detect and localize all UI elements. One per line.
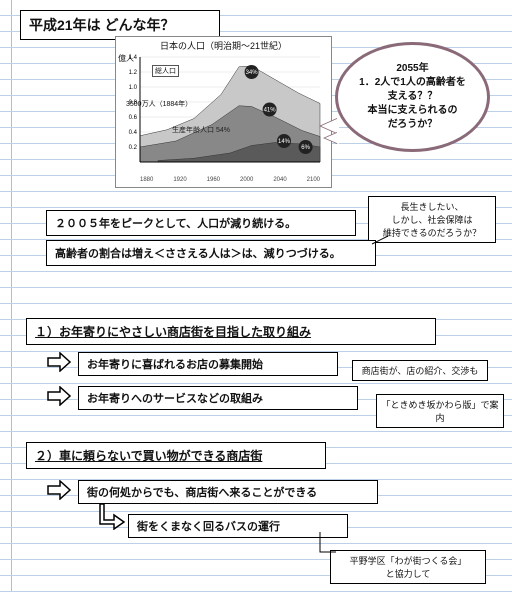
summary-bar-1: ２００５年をピークとして、人口が減り続ける。: [46, 210, 356, 236]
svg-text:6%: 6%: [301, 145, 310, 151]
chart-legend-top: 総人口: [152, 65, 179, 77]
speech-bubble-text: 2055年1．2人で1人の高齢者を支える？？本当に支えられるのだろうか？: [335, 42, 490, 152]
arrow-icon: [46, 386, 72, 409]
svg-text:1.2: 1.2: [129, 70, 138, 76]
svg-text:34%: 34%: [246, 70, 259, 76]
svg-text:1.0: 1.0: [129, 85, 138, 91]
section-1-title: １）お年寄りにやさしい商店街を目指した取り組み: [26, 318, 436, 345]
bubble-tail-icon: [325, 132, 339, 144]
elbow-arrow-icon: [98, 502, 126, 533]
svg-text:0.4: 0.4: [129, 130, 138, 136]
connector-line: [370, 234, 390, 248]
population-chart: 日本の人口（明治期～21世紀） 億人 34%41%14%6%1.41.21.00…: [115, 36, 332, 188]
s2-note: 平野学区「わが街つくる会」と協力して: [330, 550, 486, 584]
s2-item-1: 街の何処からでも、商店街へ来ることができる: [78, 480, 378, 504]
chart-title: 日本の人口（明治期～21世紀）: [116, 39, 331, 52]
s1-note-1: 商店街が、店の紹介、交渉も: [352, 360, 488, 381]
arrow-icon: [46, 480, 72, 503]
connector-line: [318, 530, 348, 560]
speech-bubble: 2055年1．2人で1人の高齢者を支える？？本当に支えられるのだろうか？: [335, 42, 490, 152]
s1-item-1: お年寄りに喜ばれるお店の募集開始: [78, 352, 338, 376]
chart-x-labels: 188019201960200020402100: [140, 177, 320, 183]
svg-text:1.4: 1.4: [129, 55, 138, 61]
s1-note-2: 「ときめき坂かわら版」で案内: [376, 394, 504, 428]
chart-label-inner: 生産年齢人口 54%: [172, 125, 230, 135]
svg-text:41%: 41%: [264, 108, 277, 114]
svg-text:14%: 14%: [278, 139, 291, 145]
svg-text:0.2: 0.2: [129, 145, 138, 151]
s2-item-2: 街をくまなく回るバスの運行: [128, 514, 348, 538]
summary-bar-2: 高齢者の割合は増え＜ささえる人は＞は、減りつづける。: [46, 240, 376, 266]
s1-item-2: お年寄りへのサービスなどの取組み: [78, 386, 358, 410]
arrow-icon: [46, 352, 72, 375]
svg-text:0.6: 0.6: [129, 115, 138, 121]
chart-label-left: 3500万人（1884年）: [126, 99, 192, 109]
section-2-title: ２）車に頼らないで買い物ができる商店街: [26, 442, 326, 469]
